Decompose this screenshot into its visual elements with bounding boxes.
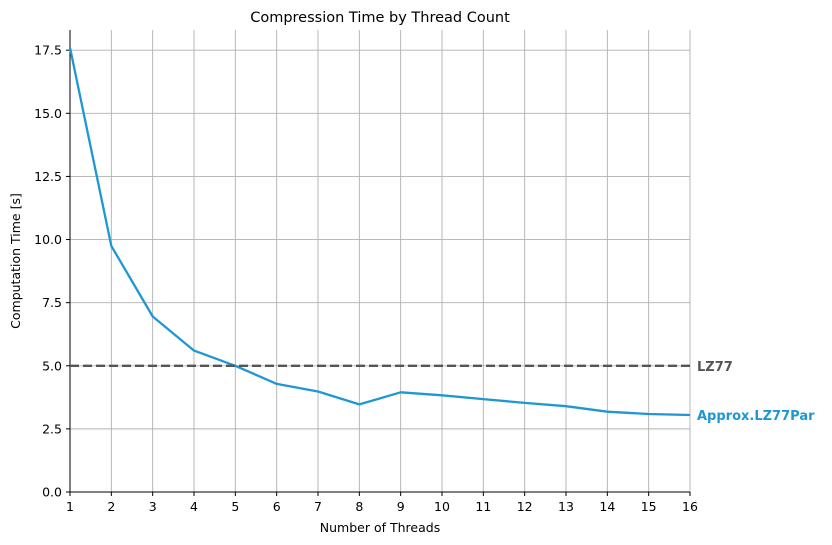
y-tick-label: 12.5: [34, 169, 62, 184]
x-tick-label: 13: [558, 499, 574, 514]
x-tick-label: 6: [273, 499, 281, 514]
x-tick-label: 15: [641, 499, 657, 514]
x-axis-label: Number of Threads: [320, 520, 440, 535]
y-tick-label: 0.0: [42, 485, 62, 500]
x-tick-label: 3: [149, 499, 157, 514]
x-tick-label: 8: [355, 499, 363, 514]
x-tick-label: 2: [107, 499, 115, 514]
y-tick-label: 2.5: [42, 421, 62, 436]
y-tick-label: 7.5: [42, 295, 62, 310]
series-line-approx-lz77par: [68, 47, 691, 417]
x-tick-label: 16: [682, 499, 698, 514]
x-tick-label: 9: [397, 499, 405, 514]
y-tick-label: 17.5: [34, 43, 62, 58]
chart-title: Compression Time by Thread Count: [250, 10, 510, 26]
series-label: LZ77: [697, 360, 733, 375]
series-label: Approx.LZ77Par: [697, 409, 815, 424]
x-tick-label: 4: [190, 499, 198, 514]
y-tick-label: 10.0: [34, 232, 62, 247]
x-tick-label: 14: [599, 499, 615, 514]
grid-layer: [69, 30, 691, 493]
y-axis-label: Computation Time [s]: [8, 193, 23, 329]
x-tick-label: 11: [475, 499, 491, 514]
series-layer: [68, 47, 691, 417]
axis-layer: [66, 30, 691, 496]
x-tick-label: 1: [66, 499, 74, 514]
x-tick-label: 12: [517, 499, 533, 514]
y-tick-label: 15.0: [34, 106, 62, 121]
x-tick-label: 5: [231, 499, 239, 514]
x-tick-label: 10: [434, 499, 450, 514]
label-layer: 1 2 3 4 5 6 7 8 9 10 11 12 13 14 15 160.02.55.07.510.01…: [34, 43, 815, 514]
x-tick-label: 7: [314, 499, 322, 514]
y-tick-label: 5.0: [42, 358, 62, 373]
